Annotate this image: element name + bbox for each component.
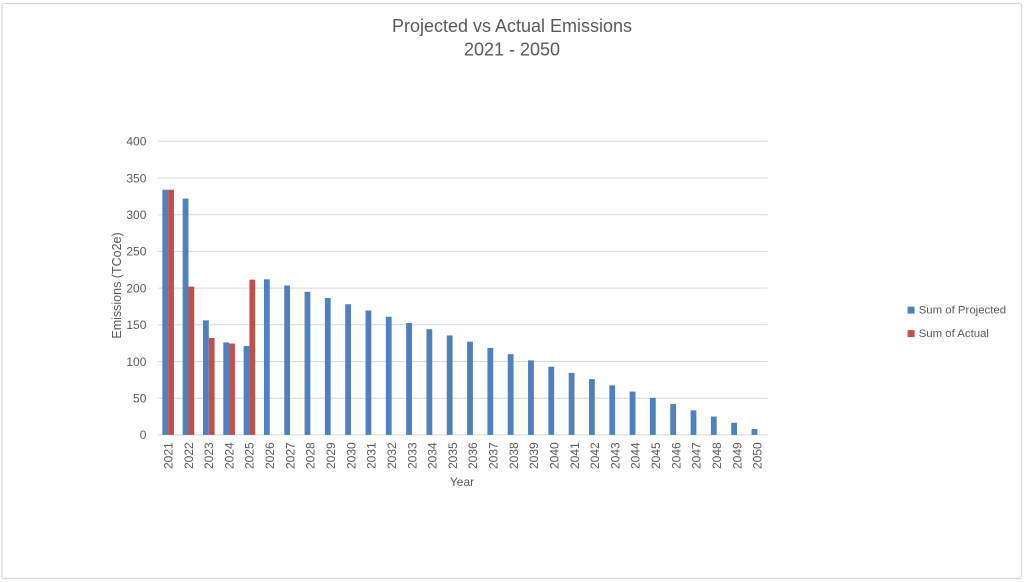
svg-text:350: 350 <box>126 171 146 185</box>
svg-text:50: 50 <box>133 392 147 406</box>
svg-text:2050: 2050 <box>751 442 765 469</box>
svg-text:2023: 2023 <box>202 442 216 469</box>
svg-text:2049: 2049 <box>730 442 744 469</box>
svg-text:2044: 2044 <box>629 442 643 469</box>
svg-text:2042: 2042 <box>588 442 602 469</box>
svg-text:2034: 2034 <box>426 442 440 469</box>
svg-text:2035: 2035 <box>446 442 460 469</box>
svg-text:2032: 2032 <box>385 442 399 469</box>
svg-text:2031: 2031 <box>365 442 379 469</box>
svg-text:100: 100 <box>126 355 146 369</box>
svg-text:2021 - 2050: 2021 - 2050 <box>464 40 560 60</box>
svg-text:2025: 2025 <box>243 442 257 469</box>
svg-text:2038: 2038 <box>507 442 521 469</box>
svg-text:2041: 2041 <box>568 442 582 469</box>
svg-text:2024: 2024 <box>222 442 236 469</box>
svg-text:2029: 2029 <box>324 442 338 469</box>
svg-text:2027: 2027 <box>283 442 297 469</box>
svg-text:300: 300 <box>126 208 146 222</box>
svg-text:200: 200 <box>126 281 146 295</box>
svg-text:2039: 2039 <box>527 442 541 469</box>
svg-text:2045: 2045 <box>649 442 663 469</box>
svg-text:2028: 2028 <box>304 442 318 469</box>
svg-text:2040: 2040 <box>547 442 561 469</box>
svg-text:Sum of Projected: Sum of Projected <box>919 305 1006 317</box>
svg-text:2037: 2037 <box>487 442 501 469</box>
svg-text:150: 150 <box>126 318 146 332</box>
svg-text:2026: 2026 <box>263 442 277 469</box>
svg-text:Projected vs Actual Emissions: Projected vs Actual Emissions <box>392 16 632 36</box>
svg-text:2030: 2030 <box>344 442 358 469</box>
svg-text:250: 250 <box>126 245 146 259</box>
svg-text:2046: 2046 <box>669 442 683 469</box>
svg-text:0: 0 <box>140 428 147 442</box>
svg-text:Sum of Actual: Sum of Actual <box>919 328 989 340</box>
svg-text:2036: 2036 <box>466 442 480 469</box>
svg-text:2047: 2047 <box>690 442 704 469</box>
svg-text:2043: 2043 <box>608 442 622 469</box>
svg-text:2048: 2048 <box>710 442 724 469</box>
svg-text:Emissions (TCo2e): Emissions (TCo2e) <box>110 232 124 338</box>
svg-text:2033: 2033 <box>405 442 419 469</box>
svg-text:2022: 2022 <box>182 442 196 469</box>
svg-text:2021: 2021 <box>161 442 175 469</box>
svg-text:400: 400 <box>126 135 146 149</box>
svg-text:Year: Year <box>450 475 474 489</box>
